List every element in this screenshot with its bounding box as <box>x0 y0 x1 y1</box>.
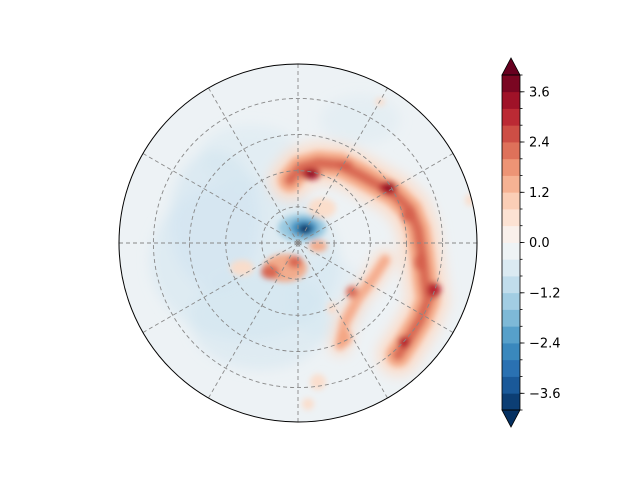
positive-peak <box>337 160 353 170</box>
colorbar: 3.6 2.4 1.2 0.0 −1.2 −2.4 −3.6 <box>501 57 561 428</box>
colorbar-segment <box>502 376 520 394</box>
colorbar-segment <box>502 125 520 143</box>
colorbar-tick-label: −3.6 <box>529 387 561 402</box>
colorbar-extend-max <box>501 57 521 76</box>
colorbar-segment <box>502 292 520 310</box>
colorbar-tick-label: 1.2 <box>529 186 550 201</box>
negative-lobe-core <box>298 224 312 234</box>
colorbar-segment <box>502 91 520 109</box>
colorbar-tick-label: −2.4 <box>529 337 561 352</box>
meridian-line <box>297 87 388 244</box>
colorbar-segment <box>502 158 520 176</box>
colorbar-tick-label: 3.6 <box>529 85 550 100</box>
colorbar-tick-label: 2.4 <box>529 136 550 151</box>
negative-background <box>170 150 260 290</box>
positive-lobe <box>308 198 336 218</box>
negative-background <box>320 95 400 145</box>
contour-field <box>150 95 475 410</box>
positive-lobe <box>288 256 302 268</box>
map-panel <box>118 63 478 423</box>
colorbar-segment <box>502 75 520 93</box>
colorbar-segment <box>502 359 520 377</box>
positive-peak <box>401 208 415 222</box>
colorbar-segment <box>502 393 520 411</box>
colorbar-extend-min <box>501 409 521 428</box>
colorbar-segment <box>502 276 520 294</box>
meridian-line <box>297 242 388 399</box>
positive-peak <box>427 282 441 298</box>
parallel-ring <box>152 97 444 389</box>
graticule <box>119 64 477 422</box>
colorbar-segment <box>502 175 520 193</box>
colorbar-segment <box>502 209 520 227</box>
positive-peak <box>346 286 358 298</box>
colorbar-tick-label: −1.2 <box>529 286 561 301</box>
colorbar-tick-label: 0.0 <box>529 236 550 251</box>
colorbar-segment <box>502 343 520 361</box>
colorbar-segment <box>502 108 520 126</box>
positive-spot <box>327 302 337 314</box>
map-boundary <box>118 63 478 423</box>
positive-lobe <box>309 240 327 252</box>
spiral-branch-inner <box>335 255 390 350</box>
positive-lobe <box>230 260 254 276</box>
meridian-line <box>142 242 299 333</box>
meridian-line <box>297 242 454 333</box>
positive-spot <box>465 194 475 206</box>
positive-spot <box>302 398 314 410</box>
colorbar-segment <box>502 259 520 277</box>
colorbar-segment <box>502 142 520 160</box>
colorbar-segment <box>502 225 520 243</box>
meridian-line <box>208 87 299 244</box>
positive-peak <box>414 253 426 271</box>
meridian-line <box>142 153 299 244</box>
meridian-line <box>297 153 454 244</box>
colorbar-segment <box>502 309 520 327</box>
meridian-line <box>208 242 299 399</box>
positive-spot <box>338 330 352 346</box>
positive-spot <box>310 374 326 390</box>
colorbar-segment <box>502 242 520 260</box>
colorbar-segment <box>502 192 520 210</box>
colorbar-segment <box>502 326 520 344</box>
positive-spot <box>375 98 385 106</box>
positive-peak-core <box>307 171 315 177</box>
positive-lobe <box>261 265 279 279</box>
